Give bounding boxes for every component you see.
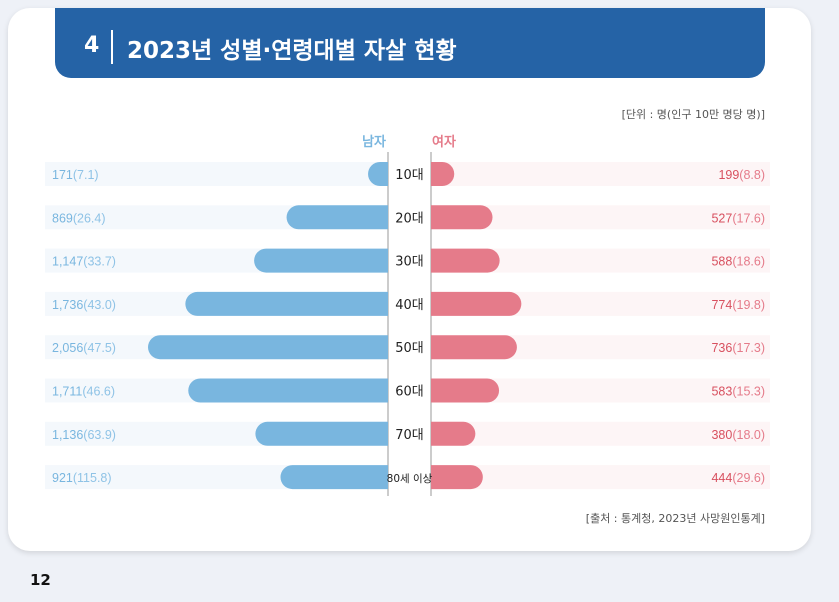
bar-female	[431, 248, 500, 273]
unit-note: [단위 : 명(인구 10만 명당 명)]	[621, 108, 765, 121]
value-label-female: 774(19.8)	[711, 298, 765, 312]
value-label-female: 527(17.6)	[711, 211, 765, 225]
category-label: 80세 이상	[387, 473, 433, 485]
bar-male	[280, 465, 388, 490]
value-label-male: 869(26.4)	[52, 211, 106, 225]
bar-female	[431, 291, 522, 316]
value-label-female: 444(29.6)	[711, 471, 765, 485]
value-label-male: 921(115.8)	[52, 471, 112, 485]
banner-divider	[111, 30, 113, 64]
row-bg-female	[431, 421, 770, 446]
category-label: 40대	[395, 298, 424, 313]
category-label: 30대	[395, 255, 424, 270]
value-label-female: 199(8.8)	[718, 168, 765, 182]
value-label-male: 1,711(46.6)	[52, 385, 115, 399]
legend-male: 남자	[362, 135, 386, 150]
content-card	[8, 8, 811, 551]
value-label-male: 1,136(63.9)	[52, 428, 116, 442]
source-note: [출처 : 통계청, 2023년 사망원인통계]	[585, 512, 765, 525]
category-label: 50대	[395, 341, 424, 356]
bar-male	[255, 421, 388, 446]
value-label-female: 583(15.3)	[711, 385, 765, 399]
bar-female	[431, 205, 493, 230]
legend-female: 여자	[432, 135, 456, 150]
value-label-male: 2,056(47.5)	[52, 341, 116, 355]
value-label-male: 1,736(43.0)	[52, 298, 116, 312]
value-label-female: 588(18.6)	[711, 255, 765, 269]
bar-female	[431, 421, 476, 446]
bar-male	[188, 378, 388, 403]
value-label-male: 171(7.1)	[52, 168, 99, 182]
value-label-female: 736(17.3)	[711, 341, 765, 355]
row-bg-female	[431, 162, 770, 186]
bar-female	[431, 465, 483, 490]
category-label: 70대	[395, 428, 424, 443]
section-title: 2023년 성별·연령대별 자살 현황	[127, 38, 457, 64]
section-banner: 4 2023년 성별·연령대별 자살 현황	[55, 8, 765, 78]
category-label: 20대	[395, 211, 424, 226]
bar-male	[254, 248, 388, 273]
section-number: 4	[84, 33, 100, 58]
row-bg-male	[45, 162, 388, 186]
bar-male	[148, 335, 388, 360]
value-label-male: 1,147(33.7)	[52, 255, 116, 269]
bar-female	[431, 162, 455, 186]
category-label: 60대	[395, 385, 424, 400]
bar-male	[185, 291, 388, 316]
value-label-female: 380(18.0)	[711, 428, 765, 442]
bar-male	[286, 205, 388, 230]
bar-male	[368, 162, 388, 186]
category-label: 10대	[395, 168, 424, 183]
page-number: 12	[30, 571, 51, 589]
row-bg-female	[431, 465, 770, 490]
bar-female	[431, 335, 517, 360]
bar-female	[431, 378, 500, 403]
